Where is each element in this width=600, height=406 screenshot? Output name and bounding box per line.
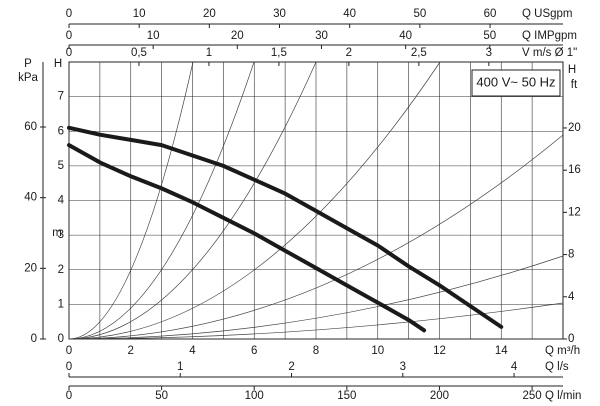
x-axis-label: Q m³/h (545, 345, 580, 357)
x-tick-label: 14 (495, 345, 508, 357)
top-tick-label: 2,5 (411, 47, 427, 59)
x-tick-label: 4 (189, 345, 196, 357)
y-tick-label: 6 (58, 125, 64, 137)
y2-tick-label: 0 (568, 333, 574, 345)
annotation-box (471, 69, 561, 97)
top-tick-label: 20 (203, 8, 216, 20)
bottom-tick-label: 200 (430, 390, 449, 402)
bottom-axis-label: Q l/s (545, 361, 569, 373)
top-tick-label: 1 (206, 47, 212, 59)
system-curves (68, 61, 564, 340)
y2-tick-label: 16 (568, 164, 581, 176)
pressure-tick-label: 20 (24, 262, 37, 274)
top-tick-label: 10 (147, 30, 160, 42)
bottom-tick-label: 250 (522, 390, 541, 402)
top-axis-label: V m/s Ø 1" (522, 47, 577, 59)
top-tick-label: 1,5 (271, 47, 287, 59)
bottom-tick-label: 4 (511, 361, 518, 373)
y2-tick-label: 8 (568, 249, 574, 261)
bottom-tick-label: 100 (245, 390, 264, 402)
top-tick-label: 50 (483, 30, 496, 42)
pressure-label: P (24, 58, 32, 70)
y2-tick-label: 20 (568, 122, 581, 134)
pressure-tick-label: 0 (31, 333, 37, 345)
top-tick-label: 0 (66, 8, 72, 20)
bottom-tick-label: 3 (400, 361, 406, 373)
top-tick-label: 0 (66, 47, 72, 59)
bottom-tick-label: 0 (66, 390, 72, 402)
top-tick-label: 10 (133, 8, 146, 20)
bottom-axis-label: Q l/min (545, 390, 581, 402)
y-tick-label: 0 (58, 333, 64, 345)
y-axis-label: H (54, 58, 62, 70)
top-tick-label: 40 (399, 30, 412, 42)
top-tick-label: 60 (484, 8, 497, 20)
top-tick-label: 40 (343, 8, 356, 20)
bottom-tick-label: 0 (66, 361, 72, 373)
top-axis-label: Q USgpm (522, 8, 573, 20)
pressure-tick-label: 40 (24, 192, 37, 204)
x-tick-label: 0 (66, 345, 72, 357)
x-tick-label: 6 (251, 345, 257, 357)
y-tick-label: 5 (58, 160, 64, 172)
top-tick-label: 2 (346, 47, 352, 59)
y2-tick-label: 12 (568, 206, 581, 218)
y-tick-label: 4 (58, 195, 65, 207)
top-tick-label: 30 (273, 8, 286, 20)
pump-curve (67, 143, 427, 333)
y-tick-label: 2 (58, 264, 64, 276)
y-tick-label: 7 (58, 91, 64, 103)
top-tick-label: 50 (413, 8, 426, 20)
bottom-tick-label: 150 (337, 390, 356, 402)
pump-curve (67, 125, 504, 329)
x-tick-label: 12 (433, 345, 446, 357)
pressure-tick-label: 60 (24, 121, 37, 133)
annotation: 400 V~ 50 Hz (476, 74, 555, 89)
y-tick-label: 1 (58, 298, 64, 310)
y2-axis-unit: ft (571, 79, 578, 91)
bottom-tick-label: 2 (288, 361, 294, 373)
bottom-tick-label: 1 (177, 361, 183, 373)
y2-axis-label: H (568, 64, 576, 76)
bottom-tick-label: 50 (155, 390, 168, 402)
top-axis-label: Q IMPgpm (522, 30, 577, 42)
y2-tick-label: 4 (568, 291, 575, 303)
top-tick-label: 0 (66, 30, 72, 42)
top-tick-label: 30 (315, 30, 328, 42)
pressure-unit: kPa (18, 72, 38, 84)
y-tick-label: 3 (58, 229, 64, 241)
top-tick-label: 20 (231, 30, 244, 42)
x-tick-label: 8 (313, 345, 319, 357)
y-axis-unit: m (52, 227, 62, 239)
top-tick-label: 0,5 (131, 47, 147, 59)
top-tick-label: 3 (486, 47, 492, 59)
x-tick-label: 10 (371, 345, 384, 357)
x-tick-label: 2 (128, 345, 134, 357)
